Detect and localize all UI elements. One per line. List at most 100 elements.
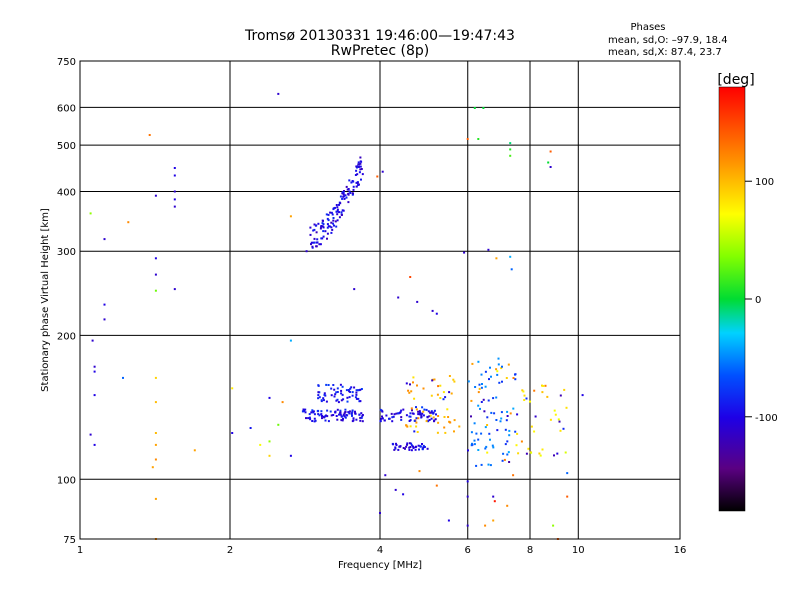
data-point xyxy=(408,448,411,451)
data-point xyxy=(357,184,360,186)
x-axis-label: Frequency [MHz] xyxy=(338,560,422,571)
data-point xyxy=(471,442,473,445)
data-point xyxy=(319,243,322,246)
data-point xyxy=(309,418,312,421)
data-point xyxy=(566,495,569,498)
data-point xyxy=(330,211,333,214)
data-point xyxy=(405,424,408,427)
data-point xyxy=(402,493,405,496)
data-point xyxy=(473,443,476,446)
data-point xyxy=(351,394,354,397)
data-point xyxy=(428,415,431,418)
data-point xyxy=(406,425,409,428)
data-point xyxy=(435,413,437,416)
data-point xyxy=(330,387,333,390)
colorbar xyxy=(718,86,746,512)
data-point xyxy=(351,410,354,413)
data-point xyxy=(354,410,356,413)
data-point xyxy=(345,185,348,188)
data-point xyxy=(354,174,357,176)
data-point xyxy=(359,165,362,168)
data-point xyxy=(379,408,382,411)
data-point xyxy=(348,412,351,415)
data-point xyxy=(317,413,320,416)
data-point xyxy=(397,296,400,299)
data-point xyxy=(329,410,332,413)
data-point xyxy=(418,470,421,473)
data-point xyxy=(477,438,480,441)
data-point xyxy=(500,411,503,414)
data-point xyxy=(343,415,346,418)
data-point xyxy=(554,413,557,416)
data-point xyxy=(495,368,498,371)
data-point xyxy=(471,362,474,365)
data-point xyxy=(325,400,328,403)
data-point xyxy=(339,413,342,416)
data-point xyxy=(308,413,311,416)
data-point xyxy=(533,430,536,433)
data-point xyxy=(412,447,415,449)
data-point xyxy=(324,230,327,233)
data-point xyxy=(359,162,362,165)
colorbar-label: [deg] xyxy=(717,72,754,88)
data-point xyxy=(447,416,450,418)
data-point xyxy=(415,417,418,420)
data-point xyxy=(355,418,358,421)
y-tick-label: 400 xyxy=(57,187,76,198)
data-point xyxy=(466,524,469,527)
data-point xyxy=(446,408,449,411)
data-point xyxy=(357,389,360,392)
data-point xyxy=(103,238,106,241)
data-point xyxy=(506,440,509,443)
data-point xyxy=(122,376,124,379)
data-point xyxy=(453,430,455,433)
data-point xyxy=(332,217,335,219)
data-point xyxy=(488,378,490,381)
data-point xyxy=(317,394,320,397)
data-point xyxy=(347,411,350,414)
data-point xyxy=(480,386,483,389)
data-point xyxy=(355,169,358,172)
data-point xyxy=(539,454,542,457)
data-point xyxy=(277,423,280,426)
data-point xyxy=(444,396,447,399)
data-point xyxy=(320,413,323,416)
data-point xyxy=(331,228,334,231)
chart-title: Tromsø 20130331 19:46:00—19:47:43 xyxy=(244,28,515,44)
data-point xyxy=(443,416,446,418)
data-point xyxy=(484,385,487,388)
data-point xyxy=(360,388,363,390)
data-point xyxy=(376,175,379,178)
data-point xyxy=(408,415,411,418)
data-point xyxy=(517,452,520,455)
data-point xyxy=(486,416,489,419)
data-point xyxy=(313,241,316,244)
data-point xyxy=(381,410,384,413)
data-point xyxy=(410,449,413,452)
data-point xyxy=(427,410,430,413)
data-point xyxy=(474,386,477,388)
colorbar-ticks: -100 0 100 xyxy=(745,177,778,424)
data-point xyxy=(470,444,473,447)
data-point xyxy=(549,150,552,153)
data-point xyxy=(354,412,357,415)
data-point xyxy=(359,156,362,159)
data-point xyxy=(442,398,445,401)
data-point xyxy=(359,419,362,422)
data-point xyxy=(381,415,383,418)
data-point xyxy=(340,399,343,402)
data-point xyxy=(439,384,442,387)
data-point xyxy=(344,194,347,197)
data-point xyxy=(154,458,157,461)
x-tick-label: 16 xyxy=(674,545,687,556)
data-point xyxy=(348,410,351,413)
data-point xyxy=(343,190,345,192)
data-point xyxy=(356,173,359,176)
data-point xyxy=(303,410,306,413)
data-point xyxy=(422,410,425,413)
chart-subtitle: RwPretec (8p) xyxy=(331,43,429,59)
data-point xyxy=(492,519,495,522)
data-point xyxy=(418,410,421,413)
data-point xyxy=(350,181,353,184)
data-point xyxy=(508,429,511,432)
